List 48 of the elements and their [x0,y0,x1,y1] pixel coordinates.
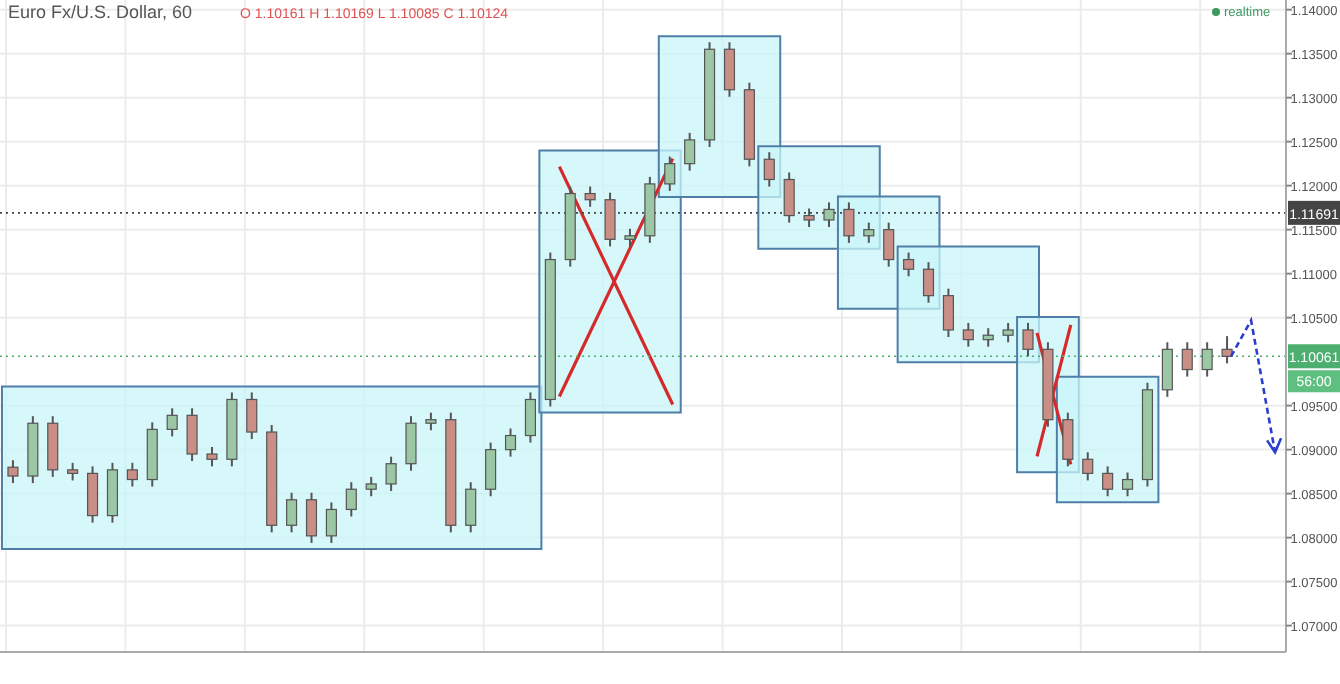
candlestick [365,475,377,498]
candlestick [385,455,397,492]
candlestick [763,151,775,188]
candlestick [1062,411,1074,468]
candlestick [246,391,258,441]
candlestick [803,207,815,229]
candlestick [604,191,616,248]
candlestick [106,461,119,524]
candlestick [47,415,59,478]
candlestick [524,391,536,444]
candlestick [903,251,915,278]
candlestick [1082,451,1094,482]
candlestick [823,201,835,229]
candlestick [1102,465,1114,498]
candlestick [1221,335,1233,365]
candlestick [465,481,477,534]
candlestick [7,459,19,485]
candlestick [843,201,855,244]
candlestick [345,481,357,518]
candlestick [166,407,178,438]
candlestick [1181,341,1193,378]
candlestick [783,171,795,224]
candlestick [186,407,198,463]
candlestick [126,461,138,488]
candlestick [206,445,218,468]
candlestick [962,321,974,348]
candlestick [325,501,337,544]
candlestick [1121,471,1134,498]
candlestick [863,221,875,244]
chart-title: Euro Fx/U.S. Dollar, 60 [8,2,193,22]
candlestick [286,491,298,534]
candlestick [723,41,736,98]
candlestick [405,415,417,472]
candlestick [1201,341,1213,378]
candlestick [1002,321,1014,344]
candlestick [684,131,696,172]
candlestick [883,221,895,268]
candlestick [922,261,935,304]
candlestick [1022,321,1034,358]
candlestick [1161,341,1173,398]
candlestick [86,465,99,524]
candlestick [504,427,517,458]
candlestick [982,327,994,348]
candlestick [942,287,954,338]
candlestick [305,491,318,544]
candlestick [664,155,676,192]
candlestick [485,441,497,498]
candlestick [584,185,596,208]
